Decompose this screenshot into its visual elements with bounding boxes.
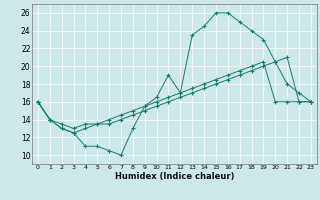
- X-axis label: Humidex (Indice chaleur): Humidex (Indice chaleur): [115, 172, 234, 181]
